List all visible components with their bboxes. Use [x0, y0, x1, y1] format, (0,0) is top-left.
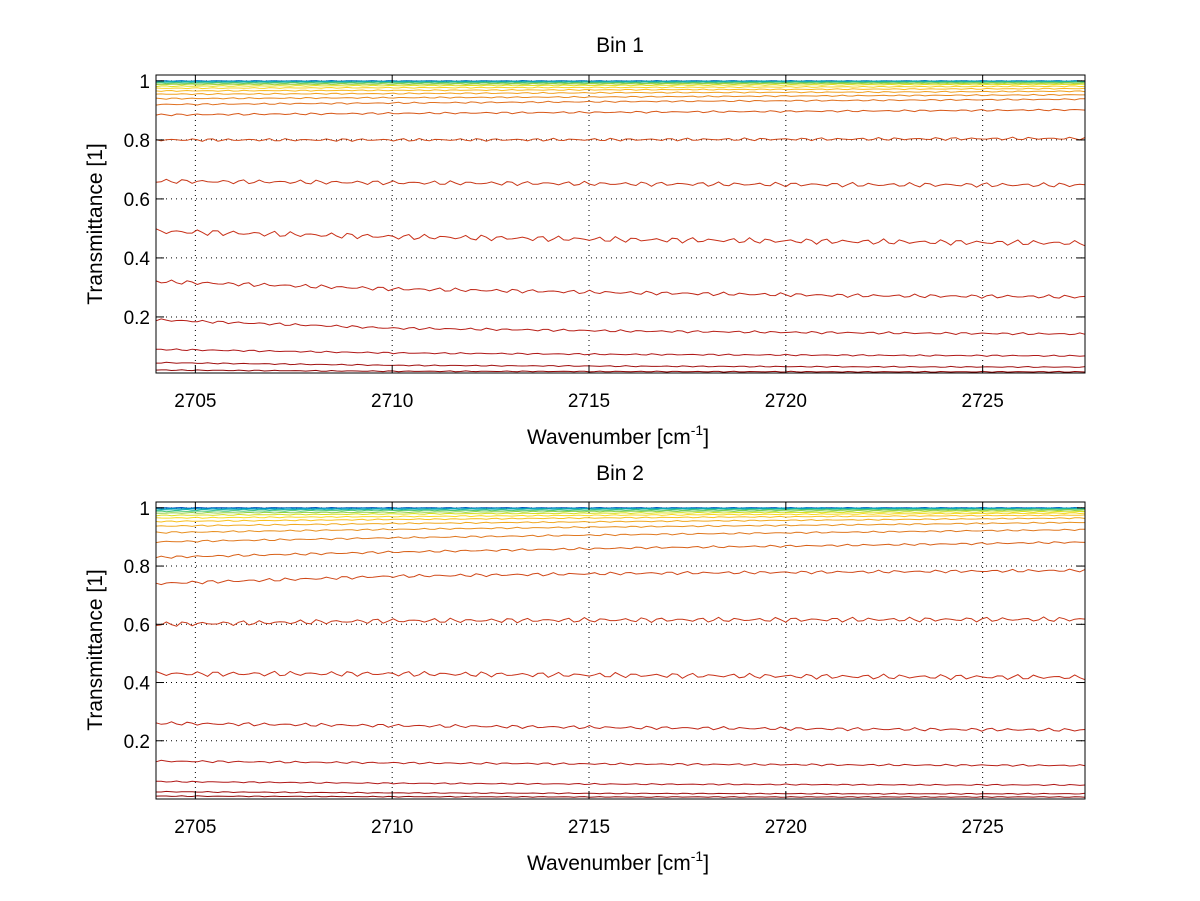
series-line	[155, 90, 1086, 96]
series-line	[155, 279, 1086, 299]
x-axis-label: Wavenumber [cm-1]	[527, 848, 709, 875]
y-tick-label: 1	[139, 499, 150, 520]
series-line	[156, 780, 1086, 787]
x-axis-label: Wavenumber [cm-1]	[527, 422, 709, 449]
series-line	[156, 348, 1086, 357]
x-tick-label: 2725	[962, 391, 1004, 412]
x-tick-label: 2720	[765, 391, 807, 412]
series-line	[155, 93, 1085, 100]
series-line	[155, 98, 1085, 106]
axes-box	[155, 74, 1086, 374]
series-line	[155, 759, 1086, 767]
series-line	[155, 369, 1086, 373]
x-axis-label-superscript: -1	[691, 848, 704, 864]
series-lines	[155, 506, 1086, 798]
y-axis-label: Transmittance [1]	[84, 569, 107, 730]
subplot-bin-2: Bin 2 2705 2710 2715 2720 2725 0.2 0.4 0.6 0.8 1…	[84, 462, 1086, 875]
x-axis-label-main: Wavenumber [cm	[527, 426, 691, 449]
series-line	[155, 509, 1086, 514]
x-tick-label: 2720	[765, 817, 807, 838]
x-tick-label: 2710	[371, 391, 413, 412]
series-line	[155, 108, 1086, 117]
series-line	[155, 541, 1086, 559]
y-tick-marks: 0.2 0.4 0.6 0.8 1	[124, 72, 1085, 329]
series-line	[155, 136, 1086, 142]
axes-box	[155, 501, 1086, 800]
y-tick-label: 1	[139, 72, 150, 93]
series-line	[155, 795, 1086, 798]
series-line	[155, 616, 1086, 627]
series-line	[155, 508, 1086, 513]
series-line	[155, 514, 1086, 523]
x-axis-label-tail: ]	[703, 426, 709, 449]
x-axis-label-superscript: -1	[691, 422, 704, 438]
series-line	[155, 521, 1085, 534]
series-line	[156, 361, 1086, 369]
series-line	[155, 507, 1086, 511]
y-tick-label: 0.4	[124, 249, 151, 270]
y-axis-label: Transmittance [1]	[84, 143, 107, 304]
y-tick-label: 0.6	[124, 190, 150, 211]
chart-title: Bin 2	[596, 462, 644, 485]
series-line	[155, 82, 1086, 86]
x-axis-label-main: Wavenumber [cm	[527, 852, 691, 875]
series-line	[155, 510, 1086, 517]
series-line	[156, 790, 1086, 795]
x-tick-label: 2725	[962, 817, 1004, 838]
y-tick-label: 0.2	[124, 732, 150, 753]
subplot-bin-1: Bin 1 2705 2710 2715 2720 2725 0.2 0.4 0.6 0.8 1…	[84, 34, 1086, 449]
y-tick-label: 0.8	[124, 557, 150, 578]
series-line	[155, 517, 1086, 527]
y-tick-label: 0.4	[124, 674, 151, 695]
series-line	[155, 318, 1086, 336]
x-tick-marks: 2705 2710 2715 2720 2725	[174, 502, 1004, 838]
x-tick-label: 2705	[174, 391, 216, 412]
plot-area	[156, 75, 1085, 373]
series-line	[155, 81, 1086, 85]
series-line	[155, 512, 1086, 519]
y-tick-label: 0.2	[124, 308, 150, 329]
x-tick-label: 2715	[568, 391, 610, 412]
series-line	[155, 568, 1086, 586]
series-line	[155, 83, 1085, 88]
series-line	[155, 178, 1086, 188]
x-tick-label: 2715	[568, 817, 610, 838]
series-lines	[155, 79, 1086, 373]
y-tick-label: 0.8	[124, 131, 150, 152]
series-line	[155, 528, 1086, 544]
x-tick-label: 2705	[174, 817, 216, 838]
x-axis-label-tail: ]	[703, 852, 709, 875]
series-line	[155, 228, 1086, 247]
series-line	[155, 87, 1086, 92]
plot-area	[156, 502, 1085, 799]
chart-title: Bin 1	[596, 34, 644, 57]
y-tick-marks: 0.2 0.4 0.6 0.8 1	[124, 499, 1085, 753]
y-tick-label: 0.6	[124, 615, 150, 636]
x-tick-marks: 2705 2710 2715 2720 2725	[174, 75, 1004, 412]
series-line	[155, 670, 1086, 681]
series-line	[155, 721, 1086, 732]
series-line	[155, 85, 1086, 90]
x-tick-label: 2710	[371, 817, 413, 838]
